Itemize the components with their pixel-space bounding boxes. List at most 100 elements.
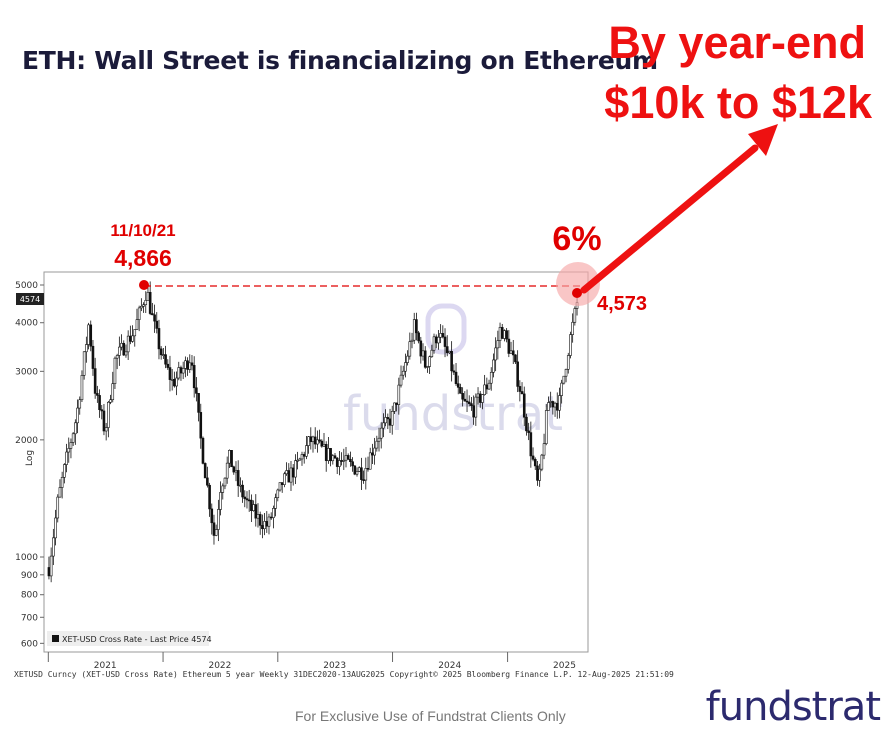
legend: XET-USD Cross Rate - Last Price 4574 — [47, 631, 212, 646]
candle-body — [58, 487, 62, 498]
candle-body — [547, 402, 550, 411]
candle-body — [155, 320, 159, 329]
candle-body — [549, 401, 552, 403]
candle-body — [555, 402, 559, 411]
headline-line-1: By year-end — [608, 17, 866, 68]
candle-body — [507, 338, 511, 354]
candle-body — [498, 327, 502, 341]
candle-body — [500, 327, 504, 339]
candle-body — [184, 360, 187, 369]
candle-body — [443, 336, 447, 347]
candle-body — [333, 455, 337, 459]
candle-body — [208, 484, 211, 510]
candle-body — [324, 444, 328, 461]
last-price-badge: 4574 — [16, 293, 44, 305]
svg-text:XET-USD Cross Rate - Last Pric: XET-USD Cross Rate - Last Price 4574 — [62, 635, 212, 644]
candle-body — [243, 496, 247, 499]
candle-body — [82, 351, 86, 376]
candle-body — [388, 418, 392, 426]
candle-body — [476, 393, 480, 398]
candle-body — [397, 384, 401, 405]
candle-body — [168, 367, 172, 380]
candle-body — [375, 440, 379, 449]
candle-body — [49, 555, 53, 577]
candle-body — [408, 341, 412, 357]
candle-body — [104, 427, 108, 432]
candle-body — [102, 410, 106, 432]
candle-body — [349, 458, 352, 462]
candle-body — [390, 411, 394, 426]
candle-body — [265, 521, 269, 527]
candle-body — [316, 439, 319, 445]
candle-body — [188, 362, 192, 370]
candle-body — [96, 393, 99, 396]
candle-body — [118, 346, 121, 356]
candle-body — [463, 398, 467, 402]
x-axis: 2021 2022 2023 2024 2025 — [47, 652, 576, 671]
candle-body — [441, 333, 445, 338]
candle-body — [300, 454, 304, 460]
candle-body — [564, 368, 568, 377]
candle-body — [113, 357, 117, 384]
current-marker — [572, 288, 582, 298]
candle-body — [170, 379, 174, 381]
candle-body — [212, 522, 216, 536]
y-tick-label: 800 — [21, 591, 38, 601]
candle-body — [448, 350, 451, 354]
candle-body — [221, 485, 225, 493]
candle-body — [197, 393, 200, 413]
chart-title: ETH: Wall Street is financializing on Et… — [22, 46, 658, 75]
current-highlight-circle — [556, 262, 600, 306]
candle-body — [571, 321, 574, 335]
candle-body — [166, 363, 170, 368]
candle-body — [452, 370, 456, 373]
candle-body — [525, 416, 528, 432]
candle-body — [360, 467, 363, 480]
candle-body — [522, 393, 526, 418]
candle-body — [516, 361, 519, 387]
fundstrat-logo: fundstrat — [705, 684, 881, 730]
candle-body — [131, 335, 134, 342]
peak-marker — [139, 280, 149, 290]
candle-body — [298, 458, 302, 461]
candle-body — [203, 463, 207, 479]
candle-body — [562, 375, 566, 384]
candle-body — [228, 450, 231, 464]
candle-body — [419, 340, 423, 357]
candle-body — [210, 508, 214, 524]
candle-body — [307, 436, 310, 446]
y-tick-label: 3000 — [15, 367, 38, 377]
candle-body — [159, 348, 163, 356]
candle-body — [417, 332, 420, 342]
candle-body — [439, 333, 442, 338]
x-tick-label: 2023 — [323, 661, 346, 671]
candle-body — [225, 462, 229, 479]
candle-body — [558, 395, 561, 411]
candle-body — [544, 410, 548, 444]
candle-body — [553, 402, 557, 408]
current-value-label: 4,573 — [597, 293, 647, 315]
footer-note: For Exclusive Use of Fundstrat Clients O… — [295, 708, 566, 724]
candle-body — [406, 355, 409, 363]
candle-body — [69, 442, 73, 449]
candle-body — [241, 484, 244, 498]
candle-body — [382, 422, 385, 429]
candle-body — [135, 319, 139, 330]
candle-body — [146, 291, 150, 301]
candle-body — [355, 471, 359, 475]
candle-body — [371, 452, 374, 456]
candle-body — [236, 470, 240, 486]
candle-body — [111, 383, 115, 401]
candle-body — [164, 354, 167, 365]
x-tick-label: 2024 — [438, 661, 461, 671]
candle-body — [410, 339, 414, 342]
plot-frame — [43, 271, 589, 653]
candle-body — [494, 347, 497, 361]
candle-body — [531, 455, 535, 460]
candle-body — [120, 342, 123, 348]
candle-body — [496, 340, 500, 349]
candle-body — [520, 391, 524, 395]
candle-body — [219, 492, 222, 510]
x-tick-label: 2022 — [208, 661, 231, 671]
gap-percent-label: 6% — [552, 220, 601, 258]
